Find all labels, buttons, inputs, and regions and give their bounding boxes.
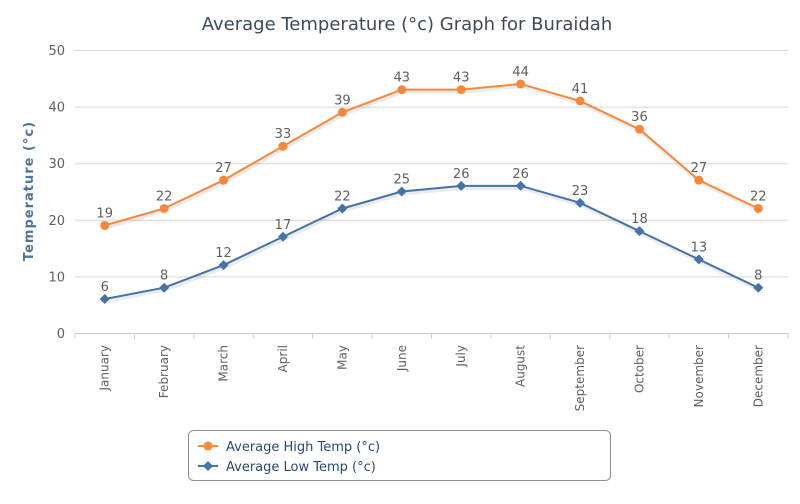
data-label: 43 — [394, 71, 411, 86]
data-point-diamond — [693, 254, 704, 265]
legend-box — [188, 430, 611, 481]
data-point-diamond — [99, 294, 110, 305]
x-tick-label: August — [514, 345, 528, 387]
data-point-circle — [575, 96, 585, 106]
data-label: 27 — [215, 161, 232, 176]
data-point-diamond — [456, 180, 467, 191]
legend-diamond-icon — [203, 461, 213, 471]
data-point-diamond — [159, 282, 170, 293]
data-label: 26 — [453, 167, 470, 182]
data-label: 39 — [334, 93, 351, 108]
data-label: 17 — [275, 218, 292, 233]
data-label: 19 — [96, 206, 113, 221]
data-label: 22 — [334, 189, 351, 204]
data-label: 12 — [215, 246, 232, 261]
data-label: 27 — [691, 161, 708, 176]
data-label: 6 — [101, 280, 109, 295]
legend: Average High Temp (°c) Average Low Temp (… — [188, 430, 611, 481]
x-tick-label: April — [276, 345, 290, 372]
legend-item-label: Average High Temp (°c) — [226, 440, 380, 455]
y-tick-label: 10 — [48, 270, 65, 285]
data-label: 26 — [512, 167, 529, 182]
data-point-diamond — [396, 186, 407, 197]
data-label: 33 — [275, 127, 292, 142]
x-tick-label: July — [454, 345, 468, 368]
data-label: 36 — [631, 110, 648, 125]
data-label: 8 — [754, 269, 762, 284]
x-tick-label: November — [692, 345, 706, 407]
x-tick-label: June — [395, 345, 409, 372]
x-tick-label: December — [751, 345, 765, 407]
data-point-diamond — [218, 260, 229, 271]
data-point-circle — [397, 85, 407, 95]
y-tick-label: 30 — [48, 157, 65, 172]
data-point-diamond — [575, 197, 586, 208]
x-tick-label: March — [217, 345, 231, 382]
y-tick-label: 0 — [57, 327, 65, 342]
y-tick-label: 20 — [48, 214, 65, 229]
data-label: 41 — [572, 82, 589, 97]
data-point-circle — [100, 220, 110, 230]
data-label: 22 — [750, 189, 767, 204]
x-tick-label: February — [157, 345, 171, 398]
data-label: 13 — [691, 240, 708, 255]
data-label: 43 — [453, 71, 470, 86]
data-label: 25 — [394, 173, 411, 188]
data-point-circle — [337, 107, 347, 117]
data-point-circle — [634, 124, 644, 134]
series-line — [104, 184, 759, 301]
data-label: 18 — [631, 212, 648, 227]
legend-circle-icon — [203, 441, 213, 451]
x-tick-label: January — [98, 345, 112, 392]
chart-title: Average Temperature (°c) Graph for Burai… — [202, 14, 613, 35]
data-point-diamond — [515, 180, 526, 191]
series-line — [104, 82, 759, 227]
x-tick-label: September — [573, 345, 587, 411]
legend-item-label: Average Low Temp (°c) — [226, 460, 376, 475]
series-shadow — [105, 185, 761, 304]
x-tick-label: May — [335, 345, 349, 370]
data-point-circle — [278, 141, 288, 151]
y-axis-title: Temperature (°c) — [22, 121, 37, 261]
data-point-diamond — [634, 226, 645, 237]
data-point-diamond — [277, 231, 288, 242]
data-point-diamond — [753, 282, 764, 293]
data-label: 23 — [572, 184, 589, 199]
data-point-circle — [753, 203, 763, 213]
data-label: 44 — [512, 65, 529, 80]
data-point-diamond — [337, 203, 348, 214]
data-label: 22 — [156, 189, 173, 204]
data-label: 8 — [160, 269, 168, 284]
y-tick-label: 40 — [48, 101, 65, 116]
data-point-circle — [456, 85, 466, 95]
data-point-circle — [219, 175, 229, 185]
data-point-circle — [159, 203, 169, 213]
x-tick-label: October — [632, 345, 646, 393]
data-point-circle — [694, 175, 704, 185]
y-tick-label: 50 — [48, 44, 65, 59]
data-point-circle — [516, 79, 526, 89]
